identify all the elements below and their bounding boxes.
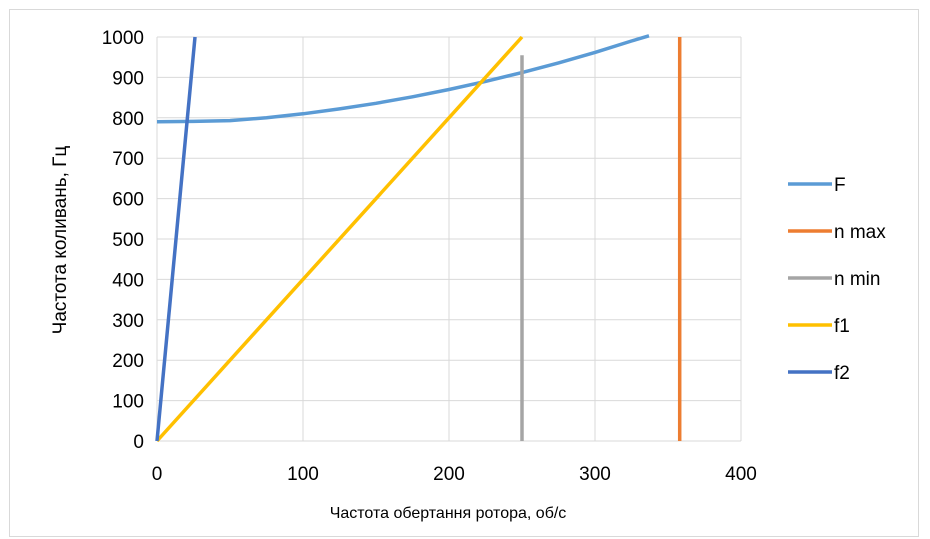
legend-label-n-max: n max — [834, 222, 886, 243]
legend-label-f: F — [834, 175, 846, 196]
legend-label-f1: f1 — [834, 316, 850, 337]
legend: Fn max n min f1 f2 — [788, 175, 886, 384]
y-tick-label: 900 — [112, 68, 144, 89]
y-axis-title: Частота коливань, Гц — [50, 146, 71, 335]
x-tick-label: 0 — [152, 464, 163, 485]
legend-label-f2: f2 — [834, 363, 850, 384]
series-line-f — [156, 34, 650, 124]
y-tick-label: 100 — [112, 392, 144, 413]
y-tick-label: 500 — [112, 230, 144, 251]
grid-lines — [156, 36, 742, 442]
x-axis-title: Частота обертання ротора, об/с — [330, 505, 567, 522]
chart-frame — [9, 9, 919, 537]
series-line-f1 — [155, 35, 524, 443]
y-tick-label: 300 — [112, 311, 144, 332]
y-tick-label: 700 — [112, 149, 144, 170]
y-tick-label: 200 — [112, 351, 144, 372]
y-tick-label: 800 — [112, 109, 144, 130]
y-tick-label: 1000 — [102, 28, 144, 49]
legend-label-n-min: n min — [834, 269, 880, 290]
series-lines — [155, 34, 682, 443]
x-tick-label: 100 — [287, 464, 319, 485]
x-tick-label: 200 — [433, 464, 465, 485]
y-tick-label: 400 — [112, 270, 144, 291]
tick-labels: 0 100 200 300 400 500 600 700 800 900 1000 0 100 200 3… — [102, 28, 757, 485]
x-tick-label: 300 — [579, 464, 611, 485]
series-line-f2 — [155, 36, 197, 442]
x-tick-label: 400 — [725, 464, 757, 485]
y-tick-label: 600 — [112, 190, 144, 211]
y-tick-label: 0 — [133, 432, 144, 453]
